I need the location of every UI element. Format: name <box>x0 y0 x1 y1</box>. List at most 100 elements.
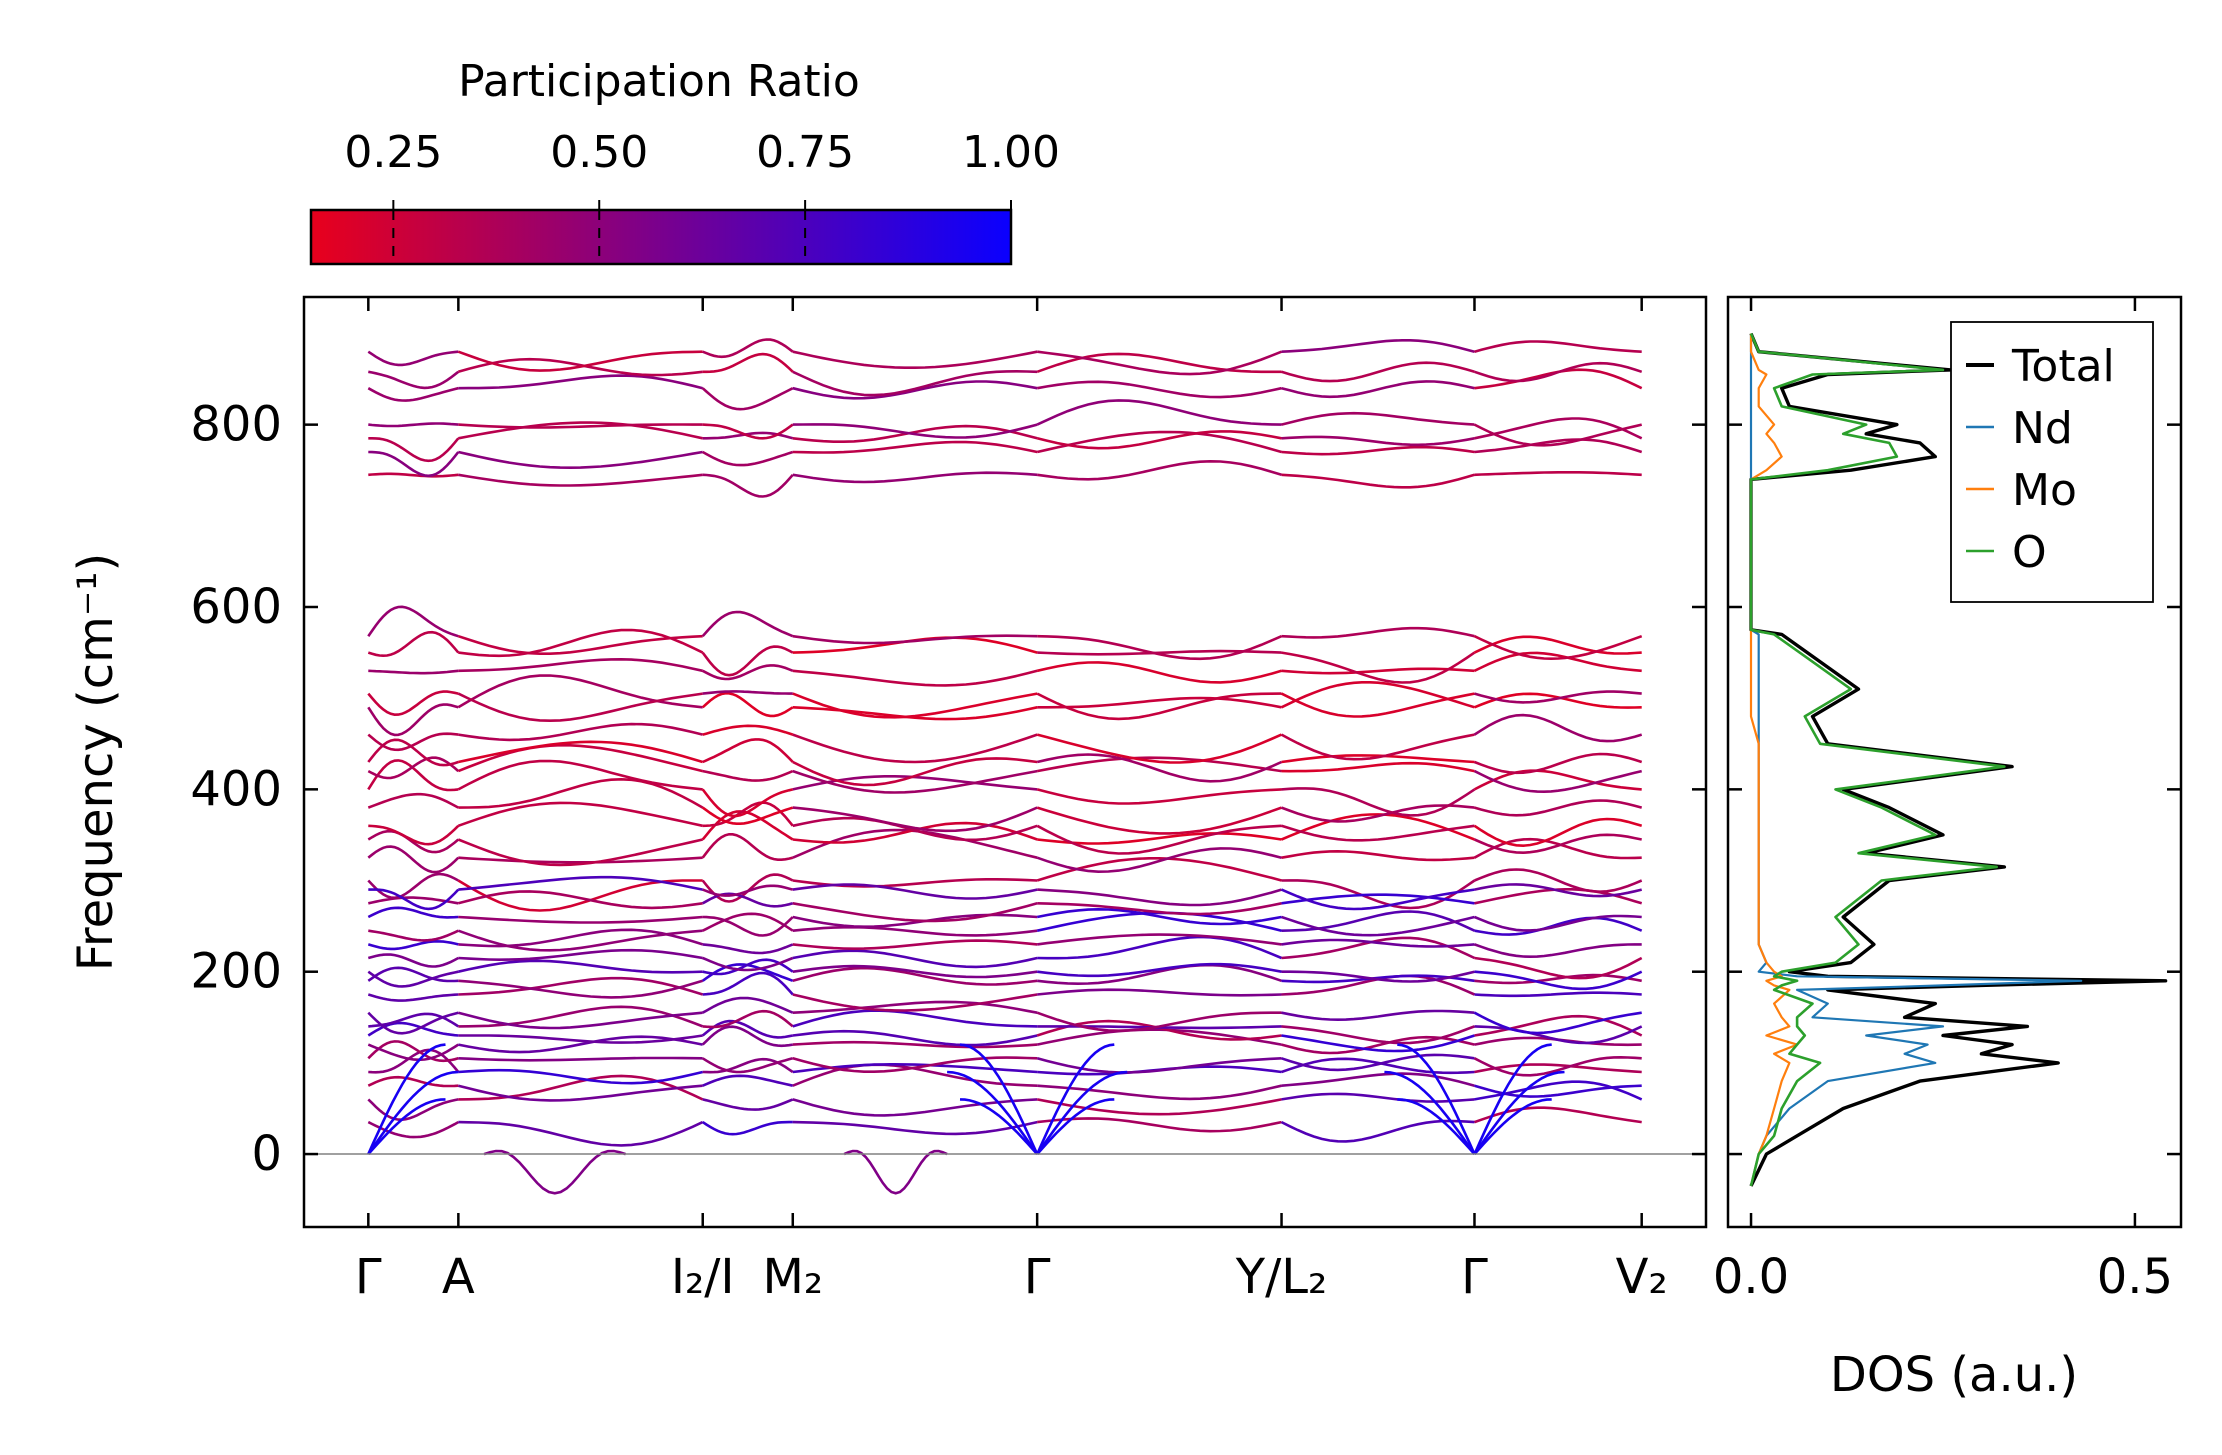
band-branch <box>1474 752 1643 775</box>
band-branch <box>367 759 459 792</box>
band-branch <box>458 657 703 673</box>
band-branch <box>1281 1092 1475 1103</box>
dos-axis-ticks: 0.0 0.5 <box>1713 297 2181 1305</box>
band-branch <box>1281 761 1475 773</box>
legend: Total Nd Mo O <box>1950 321 2154 603</box>
band-branch <box>1281 936 1476 960</box>
band-branch <box>1036 352 1282 374</box>
acoustic-branch <box>367 1043 446 1155</box>
band-branch <box>1037 1117 1282 1133</box>
band-branch <box>1281 849 1475 862</box>
band-branch <box>1281 1034 1475 1053</box>
y-tick-label: 200 <box>190 944 282 1000</box>
band-branch <box>367 350 459 367</box>
band-branch <box>1281 411 1475 426</box>
kpath-label: V₂ <box>1616 1249 1668 1305</box>
band-branch <box>792 692 1038 719</box>
band-branch <box>701 610 794 638</box>
colorbar-label: Participation Ratio <box>458 56 860 107</box>
band-branch <box>457 838 703 867</box>
band-branch <box>367 630 460 658</box>
band-branch <box>1281 651 1476 684</box>
band-branch <box>458 1056 703 1062</box>
band-branch <box>367 906 459 919</box>
dos-curves <box>1749 332 2168 1187</box>
acoustic-branch <box>1397 1043 1476 1155</box>
band-branch <box>792 993 1038 1012</box>
band-axes-frame <box>302 295 1708 1229</box>
band-branch <box>458 628 704 658</box>
band-branch <box>1036 1057 1282 1074</box>
band-branch <box>458 1035 703 1054</box>
band-branch <box>702 724 794 736</box>
band-branch <box>1281 473 1475 489</box>
band-branch <box>1280 813 1475 841</box>
kpath-label: Γ <box>355 1249 382 1305</box>
dos-x-tick-label: 0.5 <box>2097 1249 2173 1305</box>
band-branch <box>458 1034 703 1044</box>
band-branch <box>457 692 703 723</box>
dos-series-mo <box>1749 333 1799 1187</box>
band-branch <box>702 958 794 976</box>
band-branch <box>367 966 459 983</box>
band-branch <box>1474 1080 1643 1101</box>
band-branch <box>702 943 794 955</box>
band-branch <box>702 915 794 937</box>
kpath-ticks: Γ A I₂/I M₂ Γ Y/L₂ Γ V₂ <box>355 297 1668 1305</box>
band-branch <box>702 912 794 932</box>
band-branch <box>458 473 703 487</box>
band-branch <box>1474 1063 1642 1074</box>
band-branch <box>458 875 703 891</box>
dos-axes-frame <box>1726 295 2183 1229</box>
band-branch <box>1474 1014 1643 1037</box>
band-branch <box>368 669 459 675</box>
band-structure-panel: 0 200 400 600 800 Γ A I₂/I M₂ Γ Y/L₂ Γ V₂ Frequency… <box>68 295 1708 1305</box>
acoustic-branch <box>1384 1070 1476 1155</box>
band-branch <box>1281 435 1475 447</box>
band-branch <box>792 769 1038 794</box>
kpath-label: A <box>442 1249 475 1305</box>
dos-panel: 0.0 0.5 DOS (a.u.) Total Nd Mo O <box>1713 295 2183 1403</box>
acoustic-branch <box>367 1070 459 1155</box>
band-branch <box>1473 651 1642 673</box>
band-branch <box>702 690 793 695</box>
band-branch <box>367 605 459 638</box>
band-branch <box>792 423 1038 439</box>
band-branch <box>1280 692 1475 718</box>
band-branch <box>1036 824 1282 855</box>
band-branch <box>368 824 460 846</box>
band-branch <box>1474 970 1643 991</box>
band-branch <box>367 829 460 854</box>
band-branch <box>1473 769 1643 794</box>
band-branch <box>702 664 794 681</box>
band-branch <box>1473 634 1643 661</box>
kpath-label: Γ <box>1024 1249 1051 1305</box>
band-branch <box>367 1011 459 1035</box>
colorbar-ticks: 0.25 0.50 0.75 1.00 <box>344 127 1060 264</box>
band-branch <box>792 1056 1038 1073</box>
band-branch <box>702 996 794 1014</box>
band-branches <box>367 338 1643 1195</box>
band-branch <box>458 1005 704 1028</box>
band-branch <box>702 738 794 764</box>
band-branch <box>1473 1055 1642 1077</box>
band-branch <box>702 1074 794 1087</box>
band-branch <box>1037 962 1282 978</box>
band-branch <box>701 1025 794 1048</box>
band-branch <box>367 993 459 1002</box>
acoustic-branch <box>367 1098 446 1155</box>
band-branch <box>1280 888 1475 911</box>
band-branch <box>1281 1009 1475 1022</box>
band-branch <box>1036 753 1283 783</box>
band-branch <box>1281 824 1475 842</box>
band-branch <box>367 703 459 737</box>
band-branch <box>1473 837 1642 860</box>
band-branch <box>457 759 703 791</box>
band-branch <box>702 473 794 498</box>
band-branch <box>1037 888 1282 907</box>
band-branch <box>1036 788 1282 805</box>
acoustic-branch <box>1397 1098 1476 1155</box>
band-branch <box>367 953 459 968</box>
band-branch <box>792 350 1038 369</box>
